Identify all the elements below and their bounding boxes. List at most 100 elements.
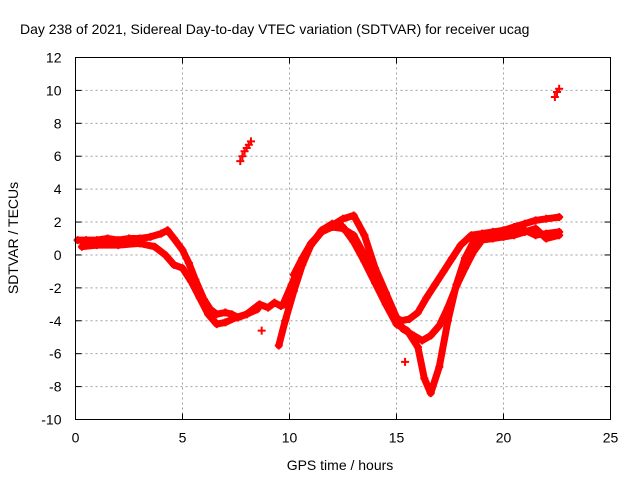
data-point bbox=[221, 308, 230, 317]
data-point bbox=[339, 214, 347, 223]
data-point bbox=[413, 308, 422, 317]
y-tick-label: -2 bbox=[49, 280, 62, 296]
series-track-b bbox=[77, 239, 262, 329]
data-point bbox=[328, 222, 337, 231]
data-point bbox=[555, 84, 564, 93]
series-line bbox=[290, 223, 563, 344]
x-tick-label: 10 bbox=[282, 430, 298, 446]
data-point bbox=[360, 231, 369, 240]
data-point bbox=[236, 157, 245, 166]
data-point bbox=[178, 264, 187, 273]
data-point bbox=[349, 211, 358, 220]
data-point bbox=[550, 92, 559, 101]
data-point bbox=[420, 374, 429, 383]
series-track-e bbox=[289, 222, 564, 345]
data-point bbox=[270, 298, 279, 307]
y-tick-label: -8 bbox=[49, 379, 62, 395]
data-point bbox=[542, 234, 551, 243]
data-point bbox=[435, 362, 444, 371]
data-point bbox=[178, 246, 187, 255]
data-point bbox=[163, 226, 172, 235]
data-point bbox=[555, 231, 564, 240]
data-point bbox=[520, 227, 529, 236]
data-point bbox=[405, 315, 414, 324]
data-point bbox=[114, 241, 123, 250]
data-point bbox=[360, 250, 369, 259]
y-tick-label: -10 bbox=[41, 412, 61, 428]
data-point bbox=[184, 259, 193, 268]
data-point bbox=[253, 305, 262, 314]
data-point bbox=[398, 325, 407, 333]
y-tick-label: 6 bbox=[54, 148, 62, 164]
data-point bbox=[435, 321, 444, 330]
tick-layer: 0 5 10 15 20 25 -10 -8 -6 -4 -2 0 2 4 6 8 10 12 bbox=[41, 50, 618, 446]
x-tick-label: 0 bbox=[72, 430, 80, 446]
y-tick-label: 12 bbox=[46, 50, 62, 66]
data-point bbox=[274, 341, 283, 350]
series-isolated bbox=[236, 84, 564, 366]
chart-title: Day 238 of 2021, Sidereal Day-to-day VTE… bbox=[20, 21, 529, 37]
data-point bbox=[238, 152, 247, 161]
data-point bbox=[439, 267, 448, 276]
data-point bbox=[187, 277, 196, 286]
data-point bbox=[289, 270, 298, 279]
data-point bbox=[257, 326, 266, 335]
y-tick-label: 4 bbox=[54, 181, 62, 197]
data-point bbox=[456, 241, 465, 250]
data-point bbox=[221, 318, 230, 327]
data-point bbox=[390, 310, 399, 319]
data-point bbox=[339, 224, 347, 233]
data-point bbox=[488, 234, 497, 243]
data-point bbox=[103, 234, 112, 243]
y-tick-label: -6 bbox=[49, 346, 62, 362]
data-point bbox=[242, 310, 251, 319]
data-point bbox=[92, 241, 101, 250]
data-point bbox=[204, 310, 213, 319]
plot-frame bbox=[75, 57, 611, 420]
data-point bbox=[77, 242, 86, 251]
data-point bbox=[195, 293, 204, 302]
data-point bbox=[169, 234, 178, 243]
data-point bbox=[150, 242, 159, 251]
data-point bbox=[469, 237, 478, 246]
data-point bbox=[317, 227, 326, 236]
data-point bbox=[531, 224, 540, 233]
y-tick-label: 0 bbox=[54, 247, 62, 263]
data-point bbox=[306, 239, 315, 248]
data-point bbox=[169, 260, 178, 269]
data-point bbox=[531, 216, 540, 225]
data-point bbox=[73, 236, 82, 245]
data-point bbox=[426, 389, 435, 398]
data-point bbox=[381, 293, 390, 302]
data-point bbox=[443, 303, 452, 312]
data-point bbox=[349, 231, 358, 240]
series-line bbox=[78, 239, 261, 328]
data-point bbox=[452, 282, 461, 291]
data-point bbox=[422, 293, 431, 302]
data-point bbox=[418, 336, 427, 345]
y-tick-label: 10 bbox=[46, 82, 62, 98]
data-point bbox=[298, 254, 307, 263]
data-point bbox=[431, 280, 440, 289]
x-axis-title: GPS time / hours bbox=[287, 457, 394, 473]
data-point bbox=[478, 236, 487, 245]
x-tick-label: 5 bbox=[179, 430, 187, 446]
y-tick-label: -4 bbox=[49, 313, 62, 329]
x-tick-label: 25 bbox=[603, 430, 619, 446]
data-point bbox=[279, 300, 288, 309]
data-point bbox=[135, 239, 144, 248]
data-point bbox=[469, 247, 478, 256]
data-point bbox=[161, 250, 170, 259]
data-point bbox=[426, 331, 435, 340]
data-point bbox=[371, 272, 380, 281]
data-point bbox=[287, 280, 296, 289]
data-point bbox=[281, 316, 290, 325]
data-point bbox=[212, 320, 221, 329]
data-point bbox=[499, 232, 508, 241]
x-tick-label: 15 bbox=[389, 430, 405, 446]
data-point bbox=[409, 331, 418, 340]
data-point bbox=[542, 214, 551, 223]
data-point bbox=[146, 232, 155, 241]
y-axis-title: SDTVAR / TECUs bbox=[5, 182, 21, 294]
